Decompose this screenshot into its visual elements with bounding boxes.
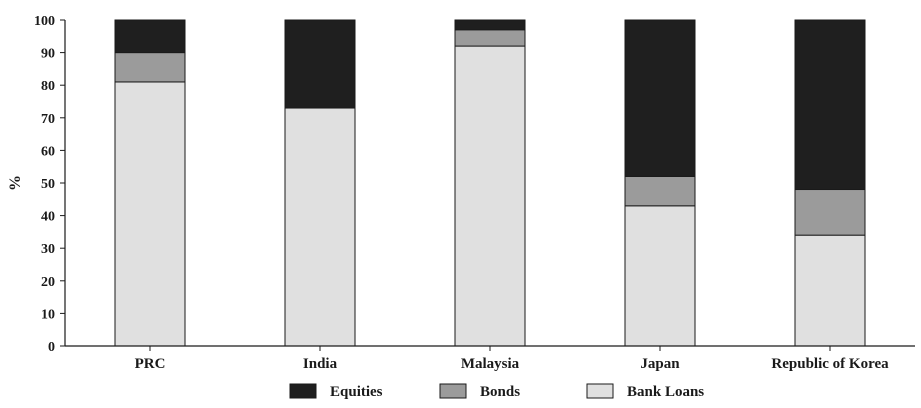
y-axis-title: % [7,175,24,191]
legend-label: Bonds [480,384,520,400]
x-tick-label: PRC [135,356,166,372]
legend-label: Bank Loans [627,384,704,400]
y-tick-label: 90 [41,47,55,62]
bar-india-bank-loans [284,107,356,347]
y-tick-label: 20 [41,275,55,290]
bar-japan-bank-loans [624,205,696,347]
bar-prc-bank-loans [114,81,186,347]
bar-republic-of-korea-equities [794,19,866,191]
x-tick-label: India [303,356,338,372]
y-tick-label: 0 [48,340,55,355]
legend-swatch-bonds [439,383,467,399]
bar-republic-of-korea-bonds [794,189,866,236]
bar-prc-bonds [114,52,186,83]
bar-prc-equities [114,19,186,54]
y-tick-label: 80 [41,79,55,94]
bar-japan-equities [624,19,696,177]
bar-republic-of-korea-bank-loans [794,234,866,347]
y-tick-label: 30 [41,242,55,257]
bar-malaysia-bank-loans [454,45,526,347]
legend: Equities Bonds Bank Loans [289,383,704,400]
y-tick-label: 70 [41,112,55,127]
bar-malaysia-bonds [454,29,526,47]
y-tick-label: 40 [41,210,55,225]
x-tick-label: Japan [640,356,680,372]
legend-label: Equities [330,384,383,400]
legend-swatch-bank-loans [586,383,614,399]
bar-malaysia-equities [454,19,526,31]
legend-swatch-equities [289,383,317,399]
y-tick-label: 100 [34,14,55,29]
y-tick-label: 50 [41,177,55,192]
bar-group [114,19,866,347]
axes: PRC India Malaysia Japan Republic of Korea 0 1… [7,14,915,372]
bar-japan-bonds [624,175,696,207]
y-tick-label: 60 [41,144,55,159]
bar-india-equities [284,19,356,109]
x-tick-label: Malaysia [461,356,520,372]
y-tick-label: 10 [41,307,55,322]
x-tick-label: Republic of Korea [771,356,889,372]
